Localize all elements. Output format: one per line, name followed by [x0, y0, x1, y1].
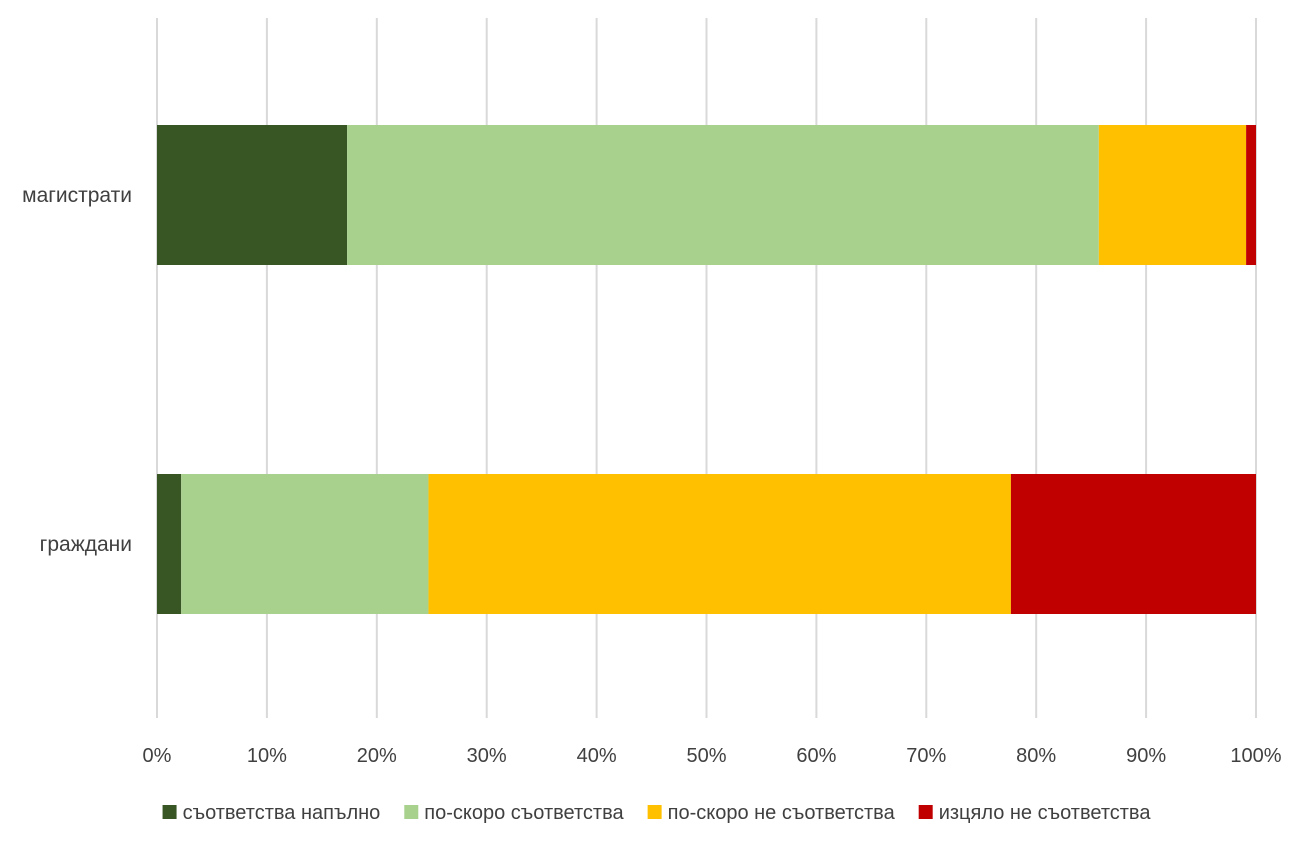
legend-item: съответства напълно: [162, 802, 381, 824]
legend-label: по-скоро не съответства: [668, 802, 896, 824]
legend-item: по-скоро не съответства: [647, 802, 896, 824]
x-tick-label: 90%: [1126, 745, 1166, 767]
bar-segment: [181, 474, 429, 614]
legend-swatch: [918, 805, 933, 819]
category-labels: магистрати граждани: [22, 184, 132, 556]
x-tick-label: 70%: [906, 745, 946, 767]
bar-segment: [347, 125, 1099, 265]
bar-segment: [1246, 125, 1256, 265]
x-tick-label: 60%: [796, 745, 836, 767]
legend: съответства напълно по-скоро съответства п…: [162, 802, 1152, 824]
category-label: граждани: [40, 533, 132, 556]
legend-label: по-скоро съответства: [424, 802, 624, 824]
legend-label: изцяло не съответства: [939, 802, 1152, 824]
legend-swatch: [404, 805, 419, 819]
x-tick-label: 30%: [467, 745, 507, 767]
x-tick-label: 20%: [357, 745, 397, 767]
legend-swatch: [647, 805, 662, 819]
legend-item: по-скоро съответства: [404, 802, 624, 824]
bars: [157, 125, 1256, 614]
x-tick-label: 80%: [1016, 745, 1056, 767]
legend-label: съответства напълно: [183, 802, 381, 824]
x-tick-label: 0%: [143, 745, 172, 767]
x-axis-tick-labels: 0% 10% 20% 30% 40% 50% 60% 70% 80% 90% 100%: [143, 745, 1282, 767]
bar-segment: [1098, 125, 1247, 265]
legend-swatch: [162, 805, 177, 819]
bar-segment: [157, 125, 348, 265]
bar-segment: [157, 474, 182, 614]
x-tick-label: 10%: [247, 745, 287, 767]
x-tick-label: 50%: [686, 745, 726, 767]
legend-item: изцяло не съответства: [918, 802, 1152, 824]
x-tick-label: 100%: [1230, 745, 1281, 767]
bar-segment: [1010, 474, 1256, 614]
bar-segment: [428, 474, 1011, 614]
category-label: магистрати: [22, 184, 132, 207]
x-tick-label: 40%: [577, 745, 617, 767]
